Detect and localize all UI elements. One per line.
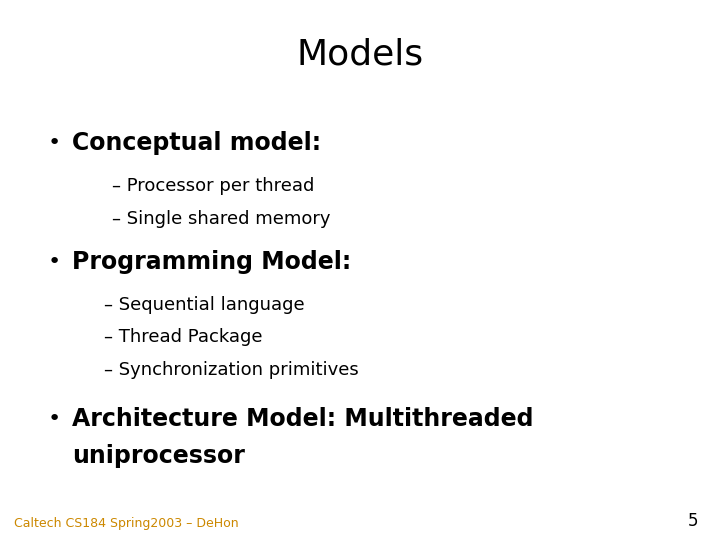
Text: – Single shared memory: – Single shared memory (112, 210, 330, 228)
Text: •: • (48, 408, 60, 429)
Text: – Thread Package: – Thread Package (104, 328, 263, 347)
Text: uniprocessor: uniprocessor (72, 444, 245, 468)
Text: •: • (48, 133, 60, 153)
Text: – Sequential language: – Sequential language (104, 296, 305, 314)
Text: •: • (48, 252, 60, 272)
Text: Architecture Model: Multithreaded: Architecture Model: Multithreaded (72, 407, 534, 430)
Text: Caltech CS184 Spring2003 – DeHon: Caltech CS184 Spring2003 – DeHon (14, 517, 239, 530)
Text: Models: Models (297, 38, 423, 72)
Text: – Synchronization primitives: – Synchronization primitives (104, 361, 359, 379)
Text: 5: 5 (688, 512, 698, 530)
Text: Conceptual model:: Conceptual model: (72, 131, 321, 155)
Text: – Processor per thread: – Processor per thread (112, 177, 314, 195)
Text: Programming Model:: Programming Model: (72, 250, 351, 274)
